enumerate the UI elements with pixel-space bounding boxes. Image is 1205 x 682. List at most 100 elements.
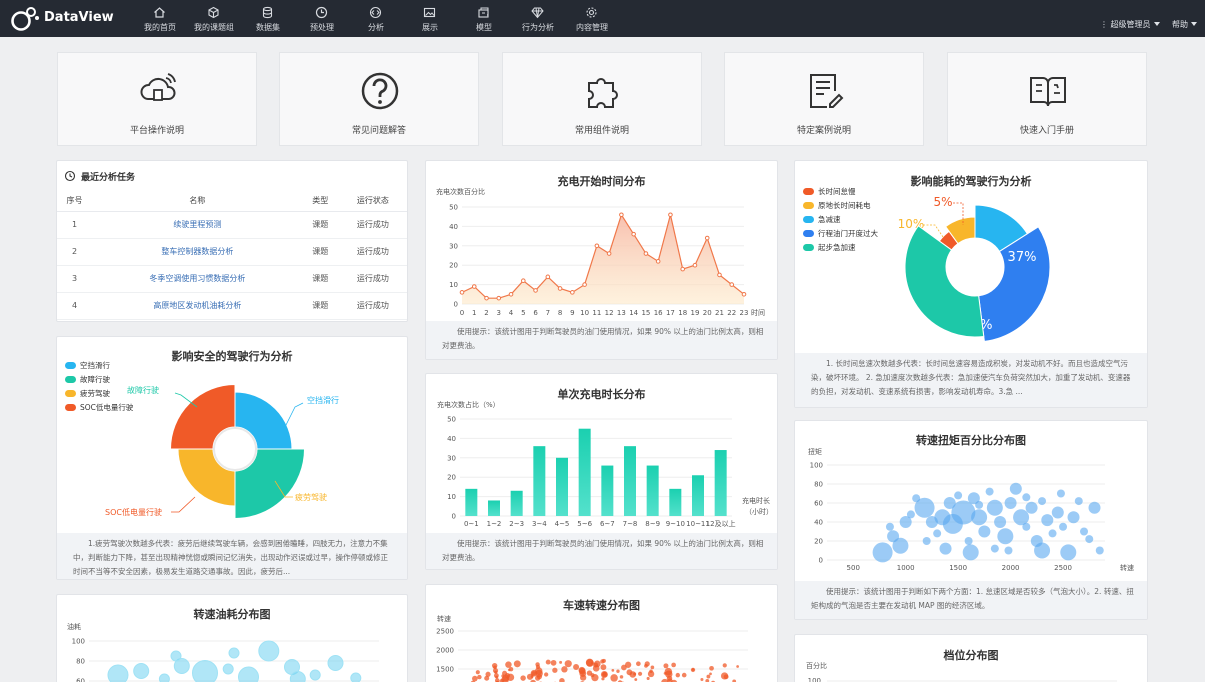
- data-point[interactable]: [643, 251, 649, 256]
- scatter-bubble[interactable]: [327, 655, 344, 671]
- scatter-bubble[interactable]: [170, 650, 182, 662]
- scatter-bubble[interactable]: [1025, 501, 1038, 514]
- scatter-bubble[interactable]: [962, 544, 979, 561]
- scatter-bubble[interactable]: [1048, 529, 1057, 538]
- bar[interactable]: [692, 475, 704, 516]
- data-point[interactable]: [692, 262, 698, 268]
- scatter-bubble[interactable]: [309, 669, 321, 681]
- task-name[interactable]: 续驶里程预测: [92, 211, 303, 239]
- scatter-bubble[interactable]: [971, 509, 988, 526]
- nav-item-4[interactable]: 分析: [349, 0, 403, 37]
- scatter-bubble[interactable]: [158, 673, 170, 682]
- data-point[interactable]: [741, 292, 747, 297]
- bar[interactable]: [578, 428, 591, 516]
- nav-item-1[interactable]: 我的课题组: [187, 0, 241, 37]
- scatter-bubble[interactable]: [1034, 542, 1051, 559]
- scatter-bubble[interactable]: [350, 672, 362, 682]
- scatter-bubble[interactable]: [978, 525, 991, 538]
- scatter-bubble[interactable]: [1060, 544, 1077, 561]
- table-row[interactable]: 1 续驶里程预测 课题 运行成功: [57, 211, 407, 239]
- scatter-bubble[interactable]: [1022, 493, 1031, 502]
- scatter-bubble[interactable]: [1085, 535, 1094, 544]
- scatter-bubble[interactable]: [975, 500, 984, 509]
- data-point[interactable]: [729, 282, 735, 287]
- legend-item[interactable]: 急减速: [803, 213, 878, 227]
- scatter-bubble[interactable]: [1022, 522, 1031, 531]
- scatter-bubble[interactable]: [986, 499, 1003, 516]
- scatter-bubble[interactable]: [997, 528, 1014, 545]
- rose-slice[interactable]: [904, 225, 985, 338]
- data-point[interactable]: [557, 286, 563, 291]
- scatter-bubble[interactable]: [994, 516, 1007, 528]
- scatter-bubble[interactable]: [939, 542, 952, 555]
- bar[interactable]: [669, 488, 682, 516]
- data-point[interactable]: [508, 292, 514, 297]
- scatter-bubble[interactable]: [1051, 506, 1064, 519]
- nav-item-8[interactable]: 内容管理: [565, 0, 619, 37]
- scatter-bubble[interactable]: [933, 529, 942, 538]
- nav-item-5[interactable]: 展示: [403, 0, 457, 37]
- scatter-bubble[interactable]: [885, 522, 894, 531]
- scatter-bubble[interactable]: [892, 537, 909, 554]
- bar[interactable]: [556, 457, 568, 516]
- scatter-bubble[interactable]: [943, 497, 956, 509]
- scatter-bubble[interactable]: [192, 660, 218, 682]
- data-point[interactable]: [545, 274, 551, 280]
- bar[interactable]: [533, 446, 546, 516]
- scatter-bubble[interactable]: [967, 492, 980, 505]
- scatter-bubble[interactable]: [872, 542, 893, 563]
- scatter-bubble[interactable]: [1004, 546, 1013, 555]
- quick-card-4[interactable]: 快速入门手册: [947, 52, 1147, 146]
- scatter-bubble[interactable]: [1080, 527, 1089, 536]
- scatter-bubble[interactable]: [173, 658, 190, 674]
- bar[interactable]: [465, 488, 478, 516]
- data-point[interactable]: [471, 284, 477, 289]
- help-menu[interactable]: 帮助: [1172, 19, 1197, 30]
- data-point[interactable]: [582, 282, 587, 287]
- scatter-bubble[interactable]: [964, 537, 973, 545]
- nav-item-2[interactable]: 数据集: [241, 0, 295, 37]
- data-point[interactable]: [655, 259, 661, 264]
- legend-item[interactable]: SOC低电量行驶: [65, 401, 133, 415]
- legend-item[interactable]: 起步急加速: [803, 241, 878, 255]
- quick-card-3[interactable]: 特定案例说明: [724, 52, 924, 146]
- data-point[interactable]: [619, 212, 624, 218]
- scatter-bubble[interactable]: [985, 487, 994, 496]
- scatter-bubble[interactable]: [1009, 482, 1022, 495]
- data-point[interactable]: [631, 231, 636, 237]
- scatter-bubble[interactable]: [238, 666, 259, 682]
- scatter-bubble[interactable]: [899, 516, 912, 528]
- data-point[interactable]: [533, 288, 538, 293]
- data-point[interactable]: [484, 295, 489, 301]
- scatter-bubble[interactable]: [951, 500, 976, 525]
- nav-item-7[interactable]: 行为分析: [511, 0, 565, 37]
- scatter-bubble[interactable]: [906, 510, 915, 519]
- scatter-bubble[interactable]: [912, 494, 921, 503]
- data-point[interactable]: [459, 290, 465, 295]
- legend-item[interactable]: 故障行驶: [65, 373, 133, 387]
- bar[interactable]: [624, 446, 636, 516]
- quick-card-2[interactable]: 常用组件说明: [502, 52, 702, 146]
- table-row[interactable]: 4 高原地区发动机油耗分析 课题 运行成功: [57, 292, 407, 320]
- data-point[interactable]: [680, 266, 685, 272]
- scatter-bubble[interactable]: [914, 497, 935, 518]
- scatter-bubble[interactable]: [1095, 546, 1104, 555]
- rose-slice[interactable]: [978, 226, 1051, 342]
- scatter-bubble[interactable]: [922, 537, 931, 545]
- scatter-bubble[interactable]: [954, 491, 963, 500]
- bar[interactable]: [488, 500, 500, 516]
- legend-item[interactable]: 长时间怠慢: [803, 185, 878, 199]
- task-name[interactable]: 高原地区发动机油耗分析: [92, 292, 303, 320]
- scatter-bubble[interactable]: [107, 664, 129, 682]
- data-point[interactable]: [570, 290, 575, 295]
- dataview-logo-icon[interactable]: [10, 6, 40, 32]
- scatter-bubble[interactable]: [222, 663, 234, 675]
- bar[interactable]: [646, 465, 659, 516]
- scatter-bubble[interactable]: [1074, 497, 1083, 506]
- data-point[interactable]: [668, 212, 673, 218]
- bar[interactable]: [510, 490, 523, 516]
- legend-item[interactable]: 原地长时间耗电: [803, 199, 878, 213]
- data-point[interactable]: [594, 243, 600, 249]
- data-point[interactable]: [717, 272, 722, 278]
- scatter-bubble[interactable]: [1038, 497, 1047, 506]
